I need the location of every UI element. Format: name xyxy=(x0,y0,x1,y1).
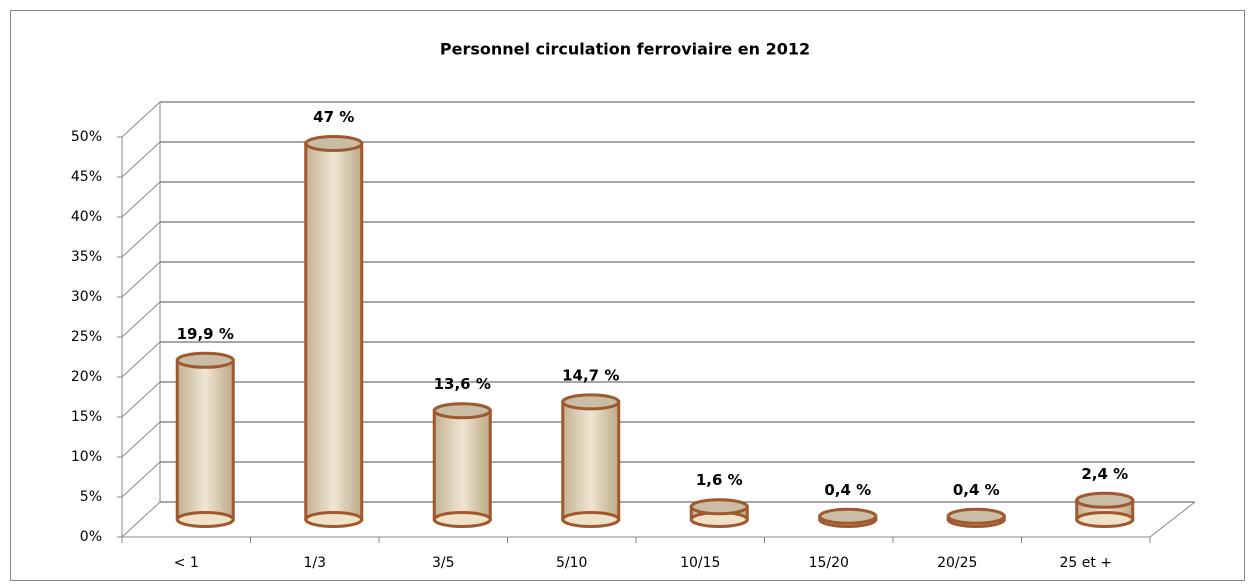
x-tick-label: 1/3 xyxy=(303,555,326,571)
grid-line xyxy=(121,301,161,338)
y-tick-label: 5% xyxy=(80,489,102,505)
x-tick-label: 20/25 xyxy=(937,555,977,571)
y-tick-label: 30% xyxy=(71,289,102,305)
grid-line xyxy=(121,381,161,418)
y-tick-label: 50% xyxy=(71,129,102,145)
cylinder-body xyxy=(304,142,364,521)
y-tick-label: 15% xyxy=(71,409,102,425)
grid-line xyxy=(121,101,161,138)
cylinder-body xyxy=(561,400,621,521)
cylinder-base xyxy=(304,511,364,528)
cylinder-top xyxy=(432,402,492,420)
y-tick-label: 10% xyxy=(71,449,102,465)
cylinder-base xyxy=(1075,511,1135,528)
value-label: 13,6 % xyxy=(434,375,491,393)
cylinder-body xyxy=(175,358,235,521)
x-tick-label: 5/10 xyxy=(556,555,587,571)
value-label: 19,9 % xyxy=(177,325,234,343)
y-tick-label: 0% xyxy=(80,529,102,545)
y-tick-label: 40% xyxy=(71,209,102,225)
cylinder-body xyxy=(432,409,492,522)
y-tick-label: 45% xyxy=(71,169,102,185)
value-label: 14,7 % xyxy=(562,366,619,384)
x-tick-label: 10/15 xyxy=(680,555,720,571)
value-label: 47 % xyxy=(313,108,354,126)
grid-line xyxy=(121,421,161,458)
grid-line xyxy=(121,461,161,498)
value-label: 0,4 % xyxy=(824,481,871,499)
cylinder-base xyxy=(175,511,235,528)
cylinder-top xyxy=(304,135,364,152)
x-tick-label: < 1 xyxy=(174,555,199,571)
grid-line xyxy=(121,141,161,178)
value-label: 2,4 % xyxy=(1081,465,1128,483)
y-tick-label: 20% xyxy=(71,369,102,385)
grid-line xyxy=(121,501,161,538)
y-tick-label: 25% xyxy=(71,329,102,345)
chart-title: Personnel circulation ferroviaire en 201… xyxy=(440,40,810,59)
grid-line xyxy=(121,261,161,298)
grid-line xyxy=(121,221,161,258)
value-label: 1,6 % xyxy=(696,471,743,489)
cylinder-base xyxy=(432,511,492,528)
x-tick-label: 15/20 xyxy=(809,555,849,571)
x-tick-label: 3/5 xyxy=(432,555,455,571)
cylinder-top xyxy=(946,507,1006,525)
y-tick-label: 35% xyxy=(71,249,102,265)
cylinder-top xyxy=(175,351,235,369)
cylinder-base xyxy=(561,511,621,528)
cylinder-top xyxy=(818,507,878,525)
cylinder-top xyxy=(561,393,621,411)
value-label: 0,4 % xyxy=(953,481,1000,499)
grid-line xyxy=(121,341,161,378)
grid-line xyxy=(121,181,161,218)
axis-line xyxy=(1149,501,1196,538)
cylinder-top xyxy=(1075,491,1135,509)
x-tick-label: 25 et + xyxy=(1059,555,1112,571)
cylinder-top xyxy=(689,498,749,516)
